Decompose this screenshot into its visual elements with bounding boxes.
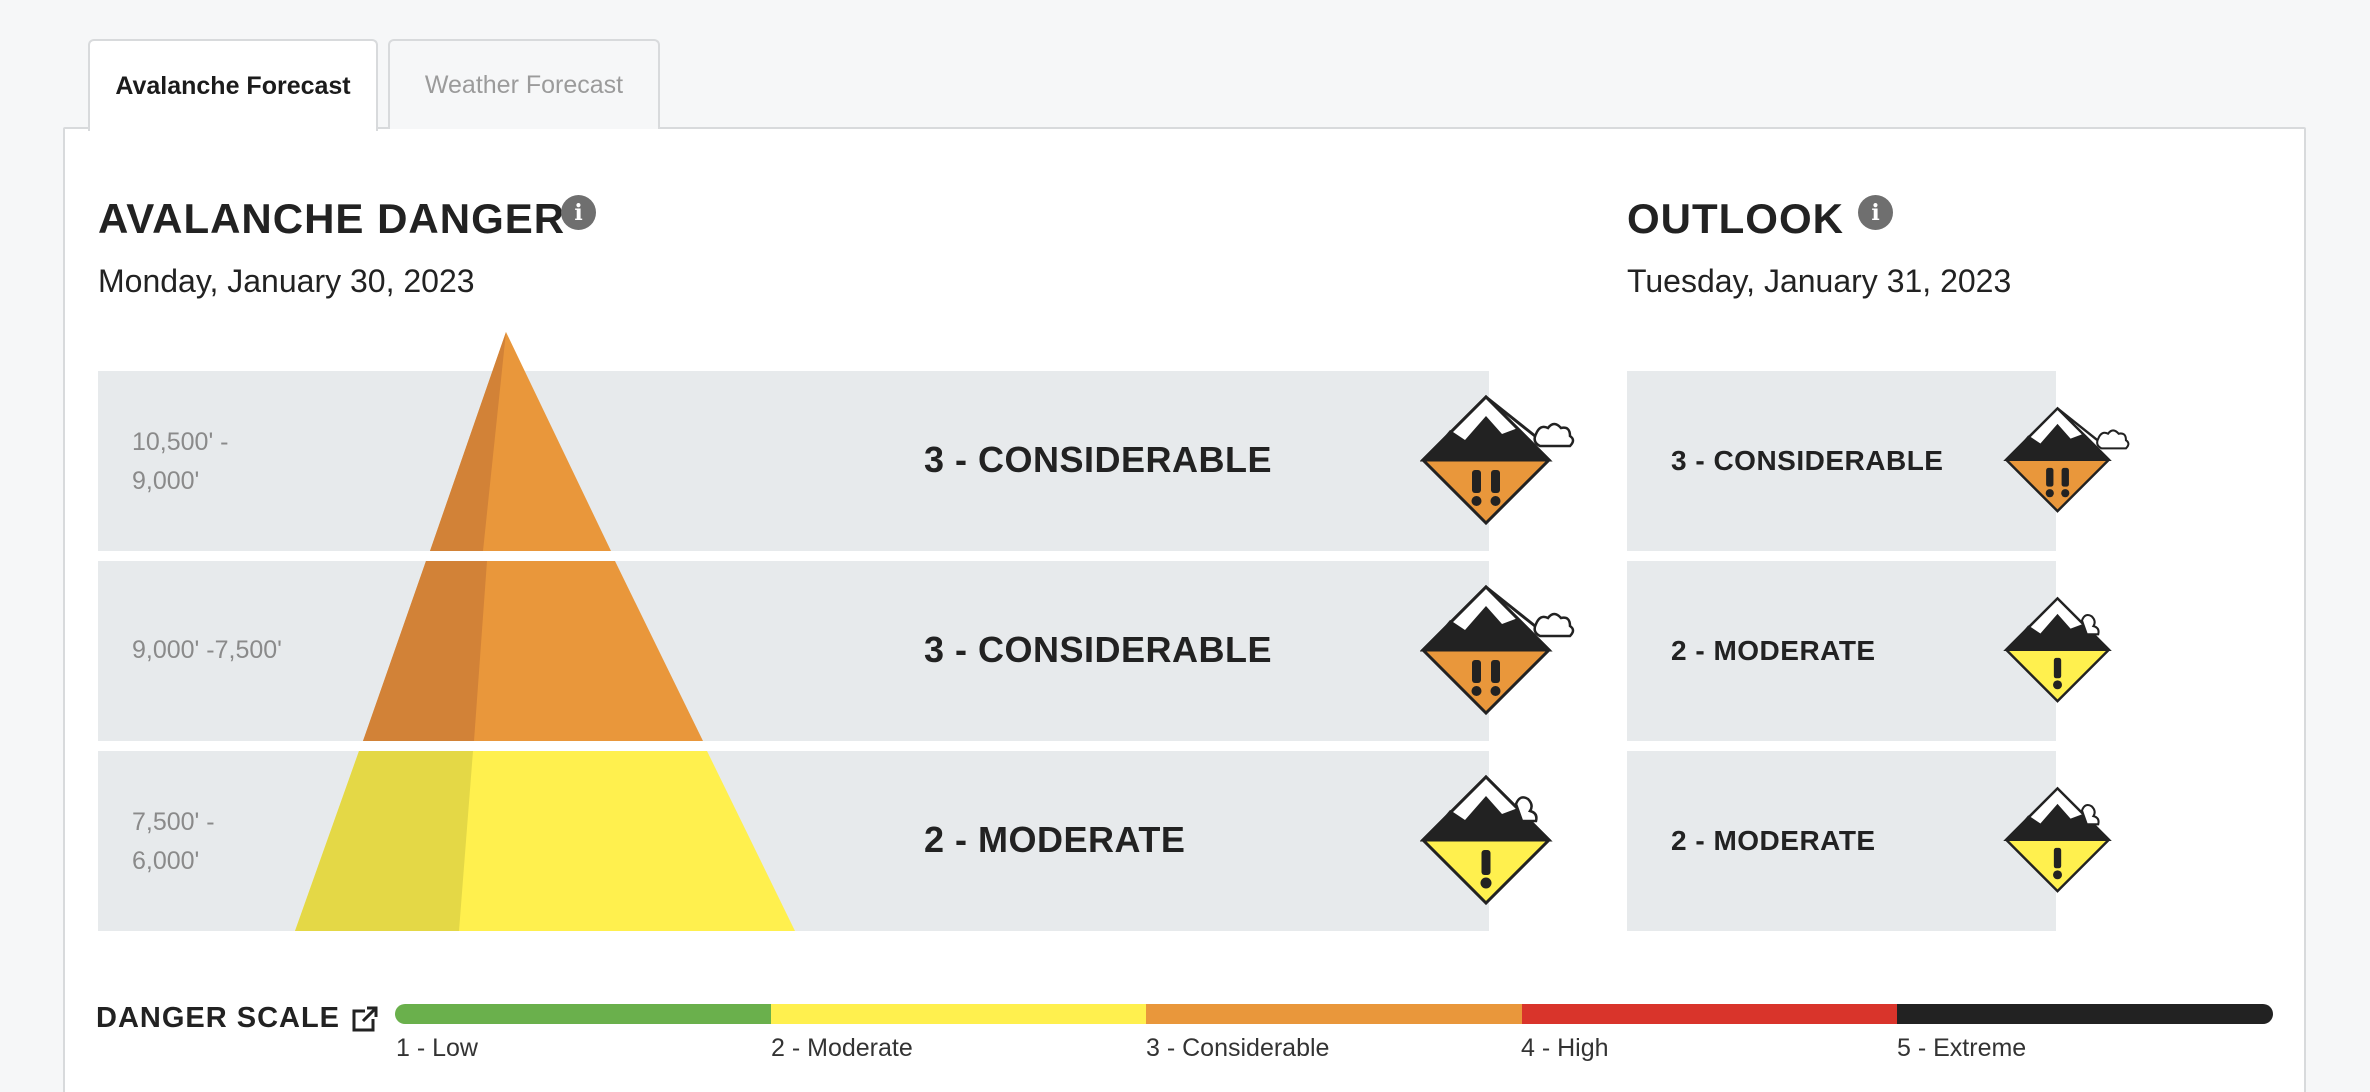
danger-date: Monday, January 30, 2023 (98, 263, 475, 299)
outlook-title: OUTLOOK (1627, 195, 1844, 242)
danger-scale-title: DANGER SCALE (96, 1002, 341, 1034)
scale-segment-considerable (1146, 1004, 1522, 1024)
outlook-rating-upper: 3 - CONSIDERABLE (1671, 445, 1944, 476)
outlook-row-lower (1627, 751, 2056, 931)
pyramid-upper-shade (430, 332, 506, 551)
danger-scale-bar (395, 1004, 2273, 1024)
scale-label-extreme: 5 - Extreme (1897, 1034, 2027, 1062)
avalanche-danger-icon (1420, 394, 1575, 526)
elevation-label-middle: 9,000' -7,500' (132, 636, 282, 664)
info-icon[interactable]: i (1858, 195, 1893, 230)
elevation-pyramid (295, 332, 795, 931)
avalanche-danger-icon (2003, 406, 2130, 513)
avalanche-danger-icon (1420, 774, 1553, 906)
pyramid-middle-shade (363, 561, 487, 741)
scale-label-considerable: 3 - Considerable (1146, 1034, 1330, 1062)
pyramid-lower-shade (295, 751, 473, 931)
danger-rating-upper: 3 - CONSIDERABLE (924, 439, 1273, 480)
danger-rating-lower: 2 - MODERATE (924, 819, 1186, 860)
avalanche-danger-icon (2003, 786, 2112, 893)
forecast-card: AVALANCHE DANGER i Monday, January 30, 2… (63, 127, 2306, 1092)
scale-label-high: 4 - High (1521, 1034, 1609, 1062)
danger-row-upper (98, 371, 1489, 551)
scale-segment-low (395, 1004, 771, 1024)
scale-segment-extreme (1897, 1004, 2273, 1024)
tab-weather-forecast[interactable]: Weather Forecast (388, 39, 660, 129)
info-icon[interactable]: i (561, 195, 596, 230)
avalanche-danger-title: AVALANCHE DANGER (98, 195, 566, 242)
avalanche-danger-icon (2003, 596, 2112, 703)
outlook-date: Tuesday, January 31, 2023 (1627, 263, 2012, 299)
scale-segment-high (1521, 1004, 1898, 1024)
scale-label-moderate: 2 - Moderate (771, 1034, 913, 1062)
outlook-row-middle (1627, 561, 2056, 741)
scale-label-low: 1 - Low (396, 1034, 478, 1062)
elevation-label-lower: 7,500' - 6,000' (132, 808, 215, 875)
outlook-rating-middle: 2 - MODERATE (1671, 635, 1876, 666)
tab-avalanche-forecast[interactable]: Avalanche Forecast (88, 39, 378, 131)
avalanche-danger-icon (1420, 584, 1575, 716)
elevation-label-upper: 10,500' - 9,000' (132, 428, 229, 495)
danger-scale-link[interactable]: DANGER SCALE (96, 1002, 379, 1035)
outlook-row-upper (1627, 371, 2056, 551)
scale-segment-moderate (770, 1004, 1147, 1024)
forecast-tabs: Avalanche Forecast Weather Forecast (88, 39, 660, 131)
outlook-rating-lower: 2 - MODERATE (1671, 825, 1876, 856)
danger-rating-middle: 3 - CONSIDERABLE (924, 629, 1273, 670)
danger-row-middle (98, 561, 1489, 741)
external-link-icon (352, 1005, 379, 1031)
